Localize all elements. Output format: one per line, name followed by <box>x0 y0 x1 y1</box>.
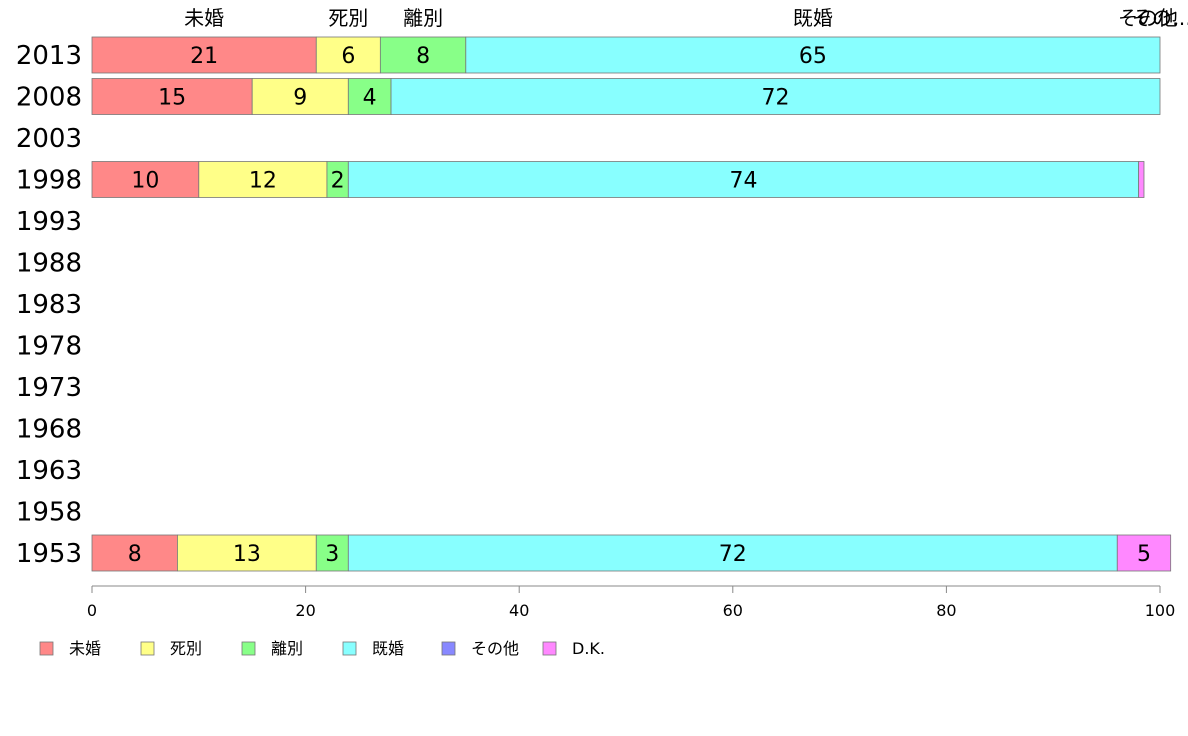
bar-segment-1953-死別 <box>177 534 317 572</box>
legend-label-1: 死別 <box>170 639 202 658</box>
year-label-1993: 1993 <box>16 207 82 237</box>
year-labels: 2013 2008 2003 1998 1993 1988 1983 1978 1973 1968… <box>16 41 82 569</box>
year-label-1988: 1988 <box>16 249 82 279</box>
bar-segment-2013-未婚 <box>91 36 317 74</box>
legend: 未婚 死別 離別 既婚 その他 D.K. <box>39 639 605 658</box>
year-label-2008: 2008 <box>16 83 82 113</box>
x-tick-label-0: 0 <box>87 601 97 620</box>
bar-segment-1998-D.K. <box>1138 161 1145 198</box>
legend-label-5: D.K. <box>572 639 605 658</box>
x-axis: 0 20 40 60 80 100 <box>87 585 1176 620</box>
legend-label-3: 既婚 <box>372 639 404 658</box>
legend-swatch-4 <box>441 641 456 656</box>
year-label-1998: 1998 <box>16 166 82 196</box>
x-tick-label-100: 100 <box>1145 601 1176 620</box>
year-label-2013: 2013 <box>16 41 82 71</box>
legend-swatch-3 <box>342 641 357 656</box>
x-tick-label-20: 20 <box>295 601 315 620</box>
bar-segment-2008-死別 <box>251 78 349 115</box>
bar-segment-1953-D.K. <box>1116 534 1172 572</box>
segment-label-1998-死別: 12 <box>249 169 277 194</box>
legend-label-2: 離別 <box>271 639 303 658</box>
top-label-4: その… <box>1132 6 1188 30</box>
top-label-0: 未婚 <box>184 6 224 30</box>
segment-label-1953-D.K.: 5 <box>1137 542 1151 567</box>
legend-swatch-2 <box>241 641 256 656</box>
year-label-1973: 1973 <box>16 373 82 403</box>
legend-label-4: その他 <box>471 639 519 658</box>
top-labels: 未婚 死別 離別 既婚 その…その他 <box>184 6 1188 30</box>
segment-label-2008-未婚: 15 <box>158 86 186 111</box>
segment-label-2013-未婚: 21 <box>190 44 218 69</box>
segment-label-1998-離別: 2 <box>331 169 345 194</box>
x-tick-label-80: 80 <box>936 601 956 620</box>
year-label-1958: 1958 <box>16 498 82 528</box>
segment-label-2013-死別: 6 <box>341 44 355 69</box>
bar-segment-2013-死別 <box>315 36 381 74</box>
legend-swatch-0 <box>39 641 54 656</box>
x-tick-label-40: 40 <box>509 601 529 620</box>
legend-label-0: 未婚 <box>69 639 101 658</box>
top-label-3: 既婚 <box>793 6 833 30</box>
segment-label-1953-未婚: 8 <box>128 542 142 567</box>
x-tick-label-60: 60 <box>723 601 743 620</box>
segment-label-2013-離別: 8 <box>416 44 430 69</box>
bar-segment-2013-既婚 <box>465 36 1161 74</box>
year-label-1968: 1968 <box>16 415 82 445</box>
bar-segment-2013-離別 <box>379 36 467 74</box>
bar-segment-1998-死別 <box>198 161 328 198</box>
segment-label-1953-死別: 13 <box>233 542 261 567</box>
segment-label-2008-既婚: 72 <box>762 86 790 111</box>
segment-label-1953-既婚: 72 <box>719 542 747 567</box>
bar-segment-1998-未婚 <box>91 161 200 198</box>
segment-label-2008-死別: 9 <box>293 86 307 111</box>
year-label-1953: 1953 <box>16 539 82 569</box>
top-label-overlap: その他 <box>1118 6 1178 30</box>
bar-segment-1998-既婚 <box>347 161 1140 198</box>
bar-segment-2008-未婚 <box>91 78 253 115</box>
year-label-2003: 2003 <box>16 124 82 154</box>
top-label-2: 離別 <box>403 6 443 30</box>
year-label-1983: 1983 <box>16 290 82 320</box>
top-label-1: 死別 <box>328 6 368 30</box>
bar-segment-1953-未婚 <box>91 534 178 572</box>
segment-label-2013-既婚: 65 <box>799 44 827 69</box>
segment-label-1998-既婚: 74 <box>729 169 757 194</box>
bar-segment-2008-既婚 <box>390 78 1161 115</box>
bar-segment-1953-離別 <box>315 534 349 572</box>
legend-swatch-1 <box>140 641 155 656</box>
year-label-1963: 1963 <box>16 456 82 486</box>
segment-label-2008-離別: 4 <box>363 86 377 111</box>
bars: 21 6 8 65 15 9 4 72 10 12 2 74 8 13 3 72 5 <box>91 36 1172 572</box>
year-label-1978: 1978 <box>16 332 82 362</box>
segment-label-1998-未婚: 10 <box>131 169 159 194</box>
legend-swatch-5 <box>542 641 557 656</box>
segment-label-1953-離別: 3 <box>325 542 339 567</box>
